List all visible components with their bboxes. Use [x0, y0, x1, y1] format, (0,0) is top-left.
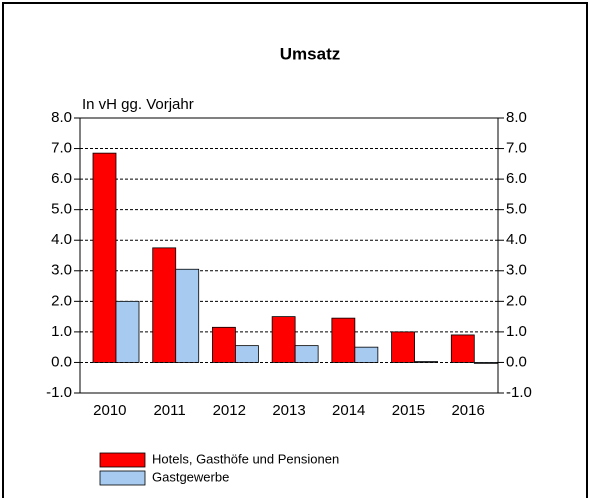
y2-tick-label: 2.0 — [506, 292, 527, 309]
bar — [414, 361, 438, 363]
y2-tick-label: 1.0 — [506, 323, 527, 340]
x-tick-label: 2016 — [451, 402, 484, 419]
bar — [271, 316, 296, 363]
y-tick-label: 7.0 — [51, 140, 72, 157]
x-tick-label: 2013 — [272, 402, 305, 419]
bar — [473, 362, 498, 364]
y-tick-label: 8.0 — [51, 109, 72, 126]
bar — [294, 345, 319, 363]
y-tick-label: 3.0 — [51, 262, 72, 279]
y2-tick-label: 8.0 — [506, 109, 527, 126]
y-tick-label: 4.0 — [51, 231, 72, 248]
bar — [152, 247, 177, 363]
y-axis-label: In vH gg. Vorjahr — [82, 96, 194, 113]
legend-swatch — [99, 452, 146, 468]
plot-frame — [79, 117, 499, 394]
x-tick-label: 2010 — [93, 402, 126, 419]
x-tick-label: 2014 — [332, 402, 365, 419]
x-tick-label: 2015 — [392, 402, 425, 419]
y-tick-label: 5.0 — [51, 201, 72, 218]
y2-tick-label: 5.0 — [506, 201, 527, 218]
bar — [354, 346, 379, 363]
y2-tick-label: 4.0 — [506, 231, 527, 248]
bar — [450, 334, 475, 363]
y2-tick-label: 3.0 — [506, 262, 527, 279]
y-tick-label: -1.0 — [46, 384, 72, 401]
y-tick-label: 1.0 — [51, 323, 72, 340]
legend-label: Gastgewerbe — [152, 469, 229, 484]
bar — [175, 268, 200, 363]
y-tick-label: 2.0 — [51, 292, 72, 309]
x-tick-label: 2012 — [213, 402, 246, 419]
bar — [115, 300, 140, 363]
y2-tick-label: 6.0 — [506, 170, 527, 187]
y2-tick-label: 7.0 — [506, 140, 527, 157]
bar — [235, 345, 259, 363]
y2-tick-label: -1.0 — [506, 384, 532, 401]
legend-swatch — [99, 470, 146, 486]
bar — [92, 152, 117, 363]
y-tick-label: 0.0 — [51, 353, 72, 370]
chart-title: Umsatz — [280, 44, 340, 63]
y2-tick-label: 0.0 — [506, 353, 527, 370]
legend-label: Hotels, Gasthöfe und Pensionen — [152, 451, 339, 466]
y-tick-label: 6.0 — [51, 170, 72, 187]
bar — [331, 317, 356, 363]
x-tick-label: 2011 — [153, 402, 185, 419]
bar — [212, 326, 236, 363]
bar — [391, 331, 415, 363]
